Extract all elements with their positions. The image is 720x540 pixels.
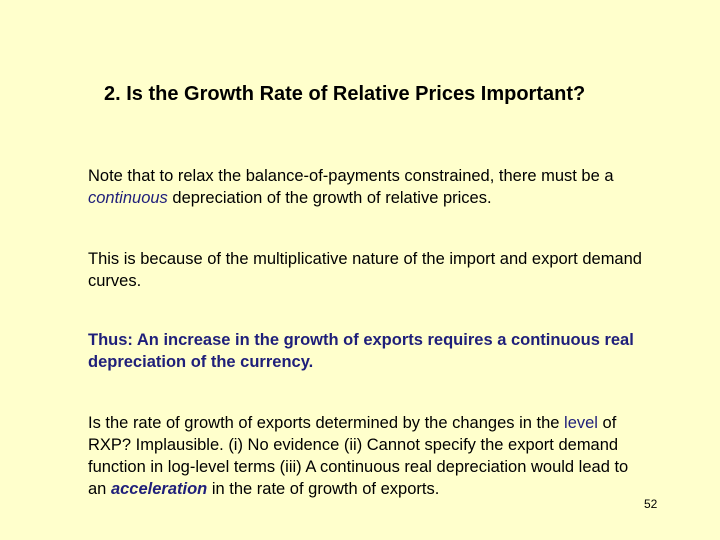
p4-text-a: Is the rate of growth of exports determi… — [88, 414, 565, 432]
slide-title: 2. Is the Growth Rate of Relative Prices… — [104, 83, 586, 105]
p1-text-a: Note that to relax the balance-of-paymen… — [88, 167, 614, 185]
paragraph-relax-constraint: Note that to relax the balance-of-paymen… — [88, 165, 648, 209]
paragraph-rate-of-growth: Is the rate of growth of exports determi… — [88, 412, 648, 500]
p4-emphasis-level: level — [564, 414, 598, 432]
page-number: 52 — [644, 497, 658, 511]
p4-text-c: in the rate of growth of exports. — [207, 480, 440, 498]
paragraph-thus: Thus: An increase in the growth of expor… — [88, 331, 634, 371]
p1-text-b: depreciation of the growth of relative p… — [167, 189, 492, 207]
paragraph-multiplicative: This is because of the multiplicative na… — [88, 250, 642, 290]
p4-text-b: of RXP? Implausible. (i) No evidence (ii… — [88, 414, 629, 498]
p4-emphasis-acceleration: acceleration — [110, 480, 208, 498]
p1-emphasis-continuous: continuous — [88, 189, 168, 207]
